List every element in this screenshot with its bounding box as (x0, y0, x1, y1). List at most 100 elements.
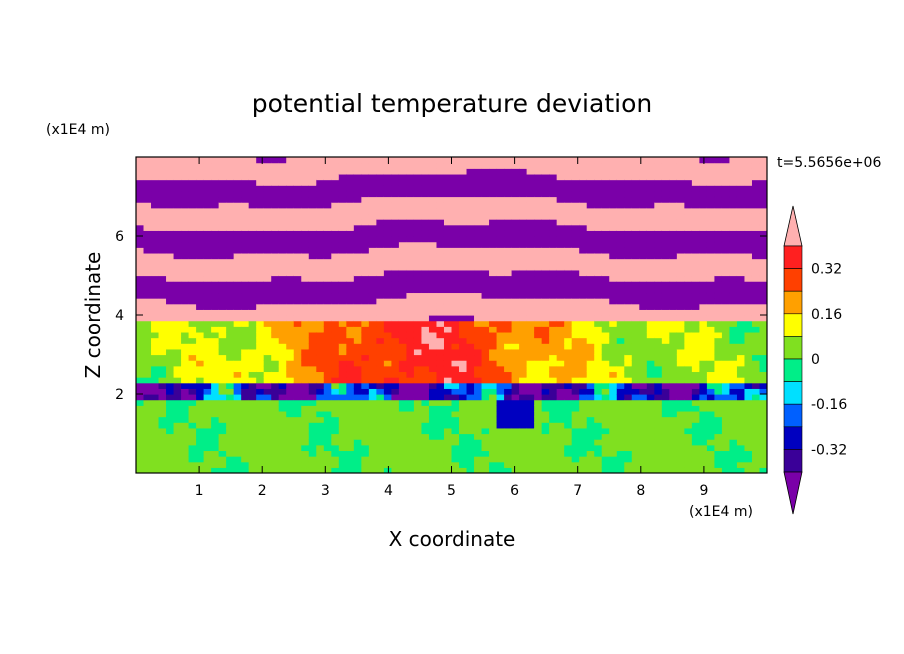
heatmap-cell (759, 230, 767, 237)
heatmap-cell (383, 162, 393, 169)
x-tick-label: 1 (195, 483, 204, 499)
heatmap-cell (361, 303, 370, 310)
heatmap-cell (511, 309, 520, 316)
heatmap-cell (714, 185, 723, 192)
heatmap-cell (676, 224, 685, 231)
heatmap-cell (346, 365, 355, 373)
heatmap-cell (631, 343, 640, 350)
heatmap-cell (413, 196, 423, 203)
heatmap-cell (736, 286, 746, 294)
heatmap-cell (181, 298, 190, 305)
heatmap-cell (211, 360, 220, 367)
heatmap-cell (406, 371, 415, 378)
heatmap-cell (526, 202, 535, 209)
heatmap-cell (413, 264, 423, 271)
heatmap-cell (646, 202, 655, 209)
heatmap-cell (331, 427, 340, 435)
heatmap-cell (391, 252, 400, 260)
heatmap-cell (451, 157, 460, 164)
heatmap-cell (639, 382, 648, 389)
heatmap-cell (571, 388, 580, 395)
heatmap-cell (338, 315, 347, 322)
heatmap-cell (391, 439, 400, 446)
heatmap-cell (158, 388, 167, 395)
heatmap-cell (436, 168, 445, 175)
heatmap-cell (684, 207, 693, 215)
heatmap-cell (586, 331, 595, 339)
heatmap-cell (706, 247, 716, 254)
heatmap-cell (744, 394, 753, 401)
heatmap-cell (136, 461, 145, 468)
heatmap-cell (196, 388, 205, 395)
heatmap-cell (353, 467, 362, 473)
heatmap-cell (729, 388, 738, 395)
heatmap-cell (376, 331, 385, 339)
heatmap-cell (376, 258, 385, 265)
heatmap-cell (624, 219, 633, 226)
heatmap-cell (436, 388, 445, 395)
heatmap-cell (549, 377, 558, 384)
heatmap-cell (631, 264, 640, 271)
heatmap-cell (706, 422, 716, 429)
heatmap-cell (338, 439, 347, 446)
heatmap-cell (504, 207, 513, 215)
heatmap-cell (489, 439, 498, 446)
heatmap-cell (173, 309, 182, 316)
heatmap-cell (368, 269, 377, 277)
heatmap-cell (579, 365, 588, 373)
heatmap-cell (526, 399, 535, 406)
heatmap-cell (646, 196, 655, 203)
heatmap-cell (286, 298, 295, 305)
heatmap-cell (661, 292, 670, 299)
heatmap-cell (271, 269, 280, 277)
heatmap-cell (226, 281, 235, 288)
heatmap-cell (616, 467, 625, 473)
heatmap-cell (166, 157, 175, 164)
heatmap-cell (233, 213, 242, 220)
heatmap-cell (466, 185, 475, 192)
heatmap-cell (301, 298, 310, 305)
heatmap-cell (519, 371, 528, 378)
heatmap-cell (151, 354, 160, 361)
heatmap-cell (474, 185, 483, 192)
heatmap-cell (646, 241, 655, 248)
heatmap-cell (556, 162, 565, 169)
colorbar-tick-label: 0 (811, 352, 820, 368)
heatmap-cell (443, 427, 453, 435)
heatmap-cell (391, 456, 400, 463)
heatmap-cell (669, 247, 678, 254)
heatmap-cell (586, 258, 595, 265)
heatmap-cell (511, 365, 520, 373)
heatmap-cell (428, 461, 438, 468)
heatmap-cell (346, 444, 355, 452)
heatmap-cell (466, 224, 475, 231)
heatmap-cell (406, 433, 415, 440)
heatmap-cell (293, 230, 302, 237)
heatmap-cell (398, 162, 408, 169)
heatmap-cell (714, 213, 723, 220)
heatmap-cell (654, 213, 663, 220)
heatmap-cell (443, 196, 453, 203)
heatmap-cell (421, 213, 430, 220)
heatmap-cell (308, 365, 317, 373)
heatmap-cell (759, 185, 767, 192)
heatmap-cell (143, 196, 152, 203)
heatmap-cell (226, 241, 235, 248)
heatmap-cell (586, 337, 595, 344)
heatmap-cell (436, 365, 445, 373)
heatmap-cell (691, 258, 700, 265)
heatmap-cell (729, 343, 738, 350)
heatmap-cell (143, 157, 152, 164)
heatmap-cell (263, 371, 272, 378)
heatmap-cell (676, 258, 685, 265)
heatmap-cell (654, 241, 663, 248)
heatmap-cell (271, 337, 280, 344)
heatmap-cell (188, 179, 197, 186)
heatmap-cell (271, 236, 280, 243)
heatmap-cell (624, 196, 633, 203)
heatmap-cell (459, 416, 468, 423)
heatmap-cell (376, 371, 385, 378)
heatmap-cell (564, 416, 573, 423)
heatmap-cell (466, 202, 475, 209)
heatmap-cell (181, 258, 190, 265)
